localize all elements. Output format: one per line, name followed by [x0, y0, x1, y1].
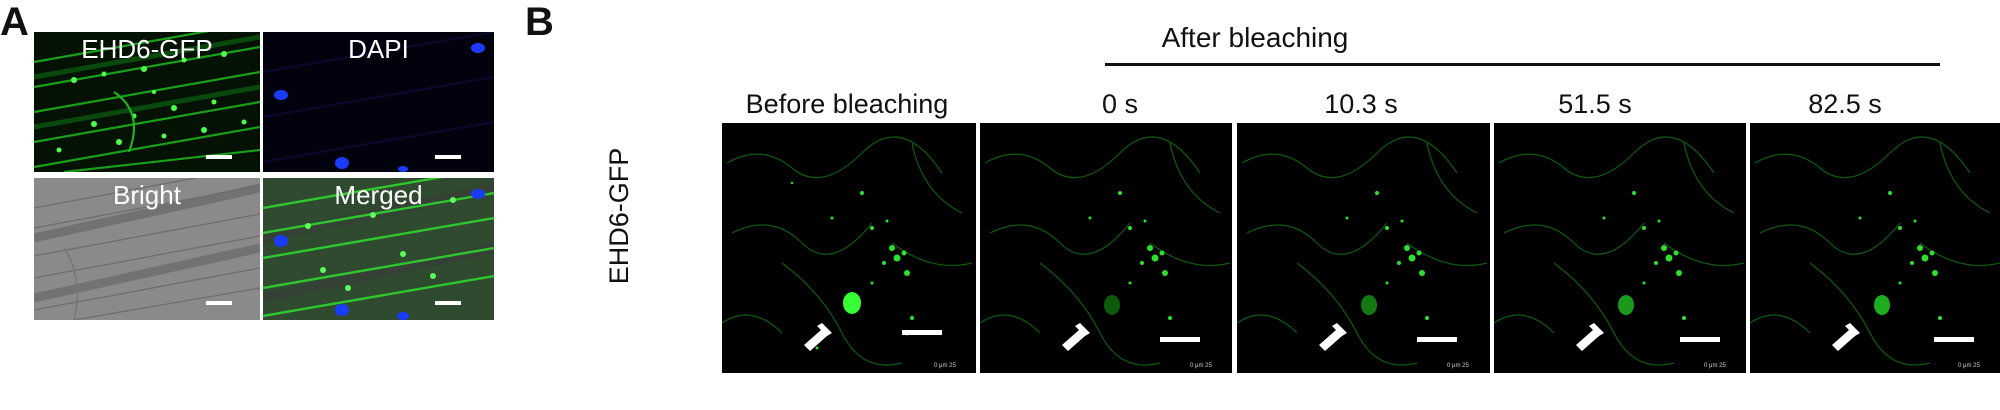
frame-label-0s: 0 s: [1101, 89, 1139, 119]
microscope-scale-text: 0 μm 25: [1447, 363, 1469, 369]
microscope-scale-text: 0 μm 25: [1704, 363, 1726, 369]
microscope-scale-text: 0 μm 25: [1190, 363, 1212, 369]
micrograph-ehd6-gfp: EHD6-GFP: [34, 32, 260, 172]
after-bleaching-bracket-line: [1105, 63, 1940, 66]
frame-label-82-5s: 82.5 s: [1808, 89, 1882, 119]
frap-frame-51-5s: 0 μm 25: [1494, 123, 1746, 373]
image-title: Merged: [334, 180, 423, 210]
after-bleaching-label: After bleaching: [1161, 22, 1349, 53]
frame-label-before: Before bleaching: [745, 89, 949, 119]
scale-bar: [206, 301, 232, 305]
micrograph-dapi: DAPI: [263, 32, 494, 172]
frap-frame-before: 0 μm 25: [722, 123, 976, 373]
frap-frame-82-5s: 0 μm 25: [1750, 123, 2000, 373]
scale-bar: [1934, 337, 1974, 342]
frap-frame-10-3s: 0 μm 25: [1237, 123, 1490, 373]
scale-bar: [435, 155, 461, 159]
panel-a-letter: A: [0, 0, 29, 44]
micrograph-bright: Bright: [34, 178, 260, 320]
micrograph-merged: Merged: [263, 178, 494, 320]
row-label: EHD6-GFP: [604, 147, 634, 285]
frame-label-51-5s: 51.5 s: [1558, 89, 1632, 119]
scale-bar: [902, 330, 942, 335]
microscope-scale-text: 0 μm 25: [934, 363, 956, 369]
image-title: EHD6-GFP: [81, 34, 213, 64]
frame-label-10-3s: 10.3 s: [1324, 89, 1398, 119]
image-title: DAPI: [348, 34, 409, 64]
scale-bar: [1160, 337, 1200, 342]
panel-b-letter: B: [525, 0, 554, 44]
scale-bar: [206, 155, 232, 159]
scale-bar: [1417, 337, 1457, 342]
scale-bar: [1680, 337, 1720, 342]
scale-bar: [435, 301, 461, 305]
image-title: Bright: [113, 180, 181, 210]
microscope-scale-text: 0 μm 25: [1958, 363, 1980, 369]
frap-frame-0s: 0 μm 25: [980, 123, 1232, 373]
